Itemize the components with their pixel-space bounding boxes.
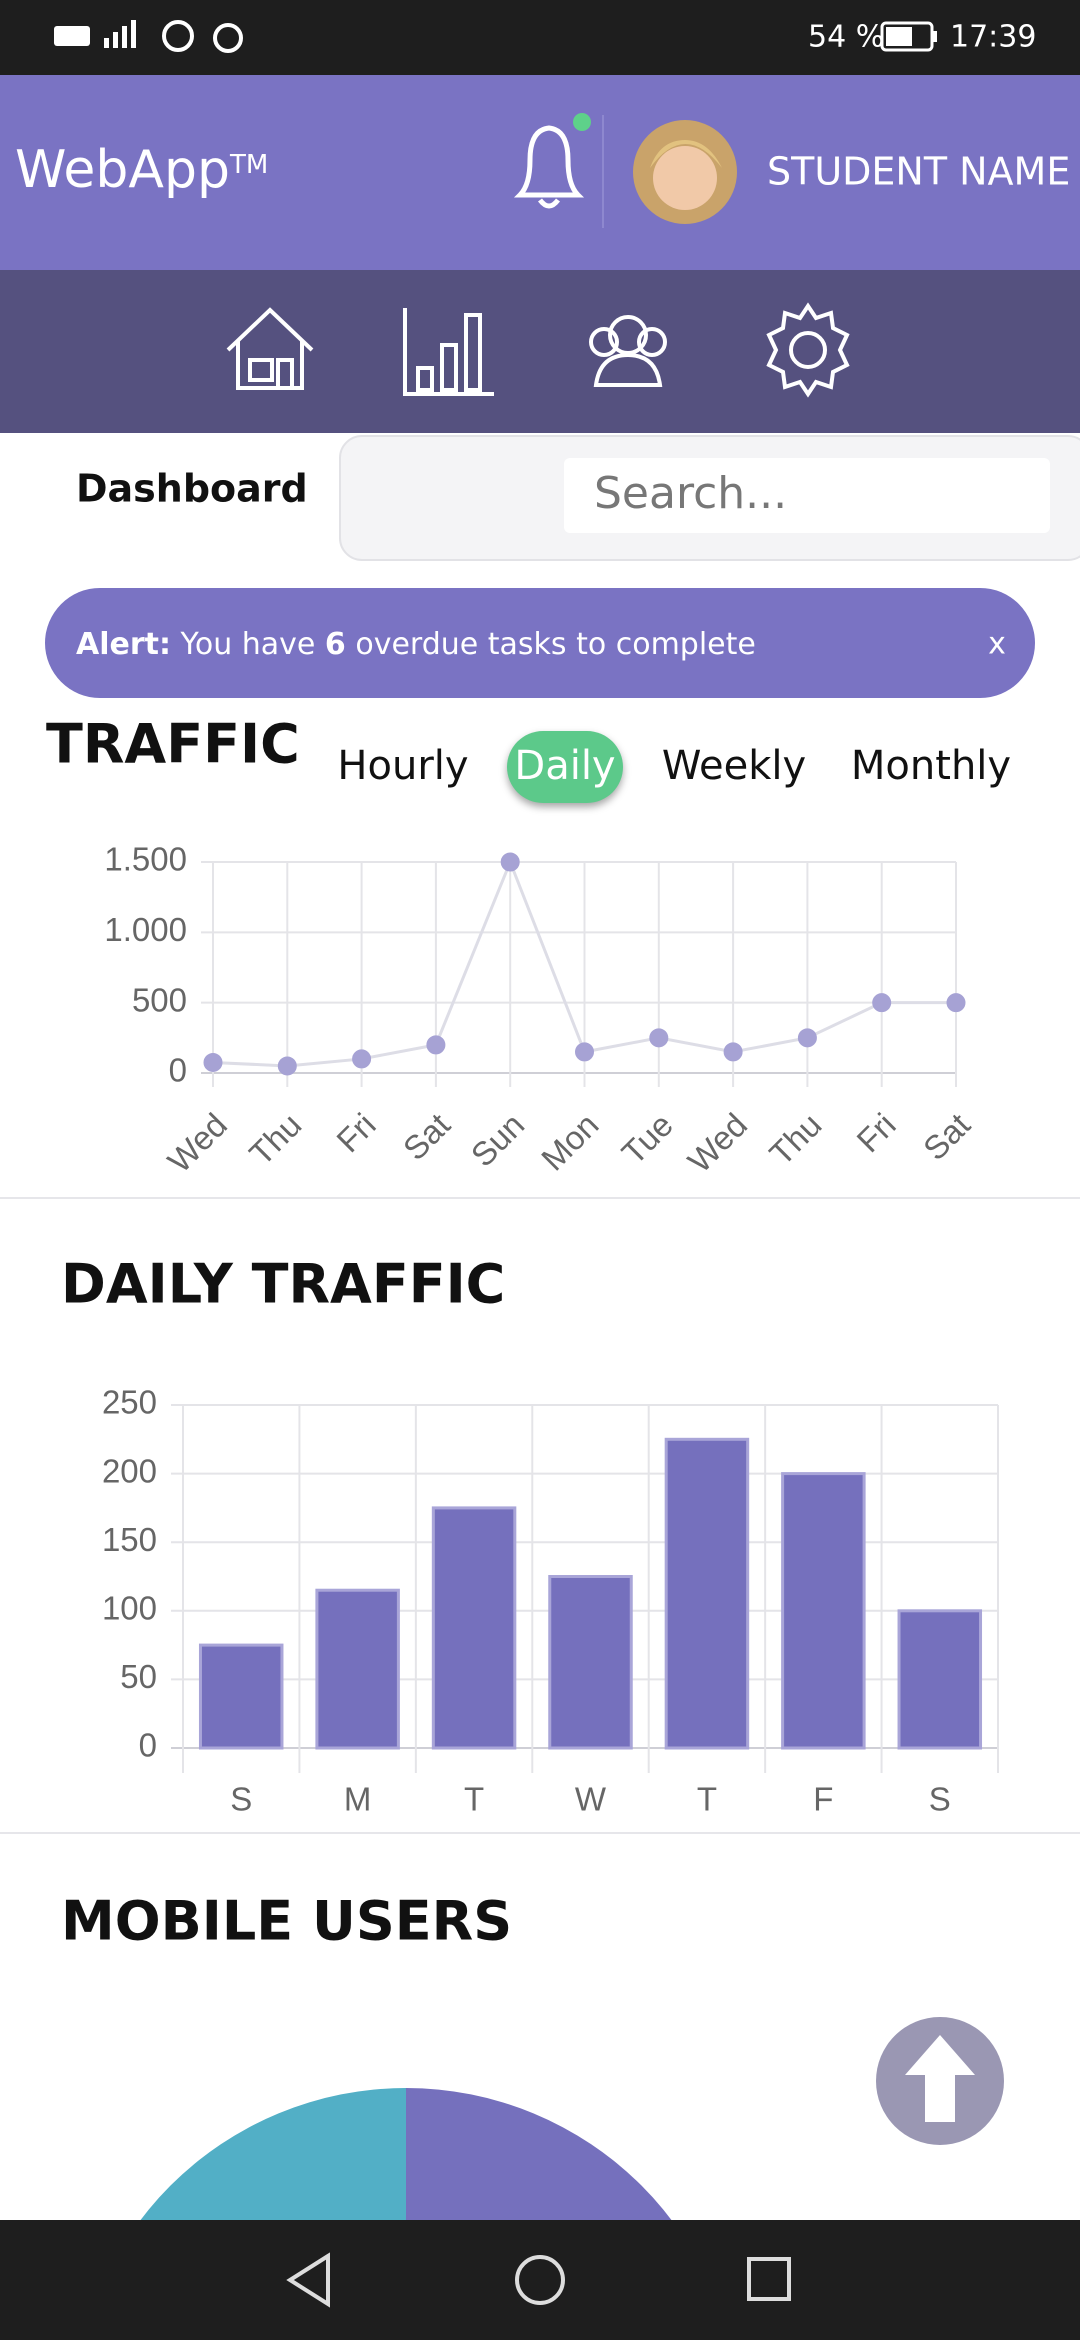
notification-dot [573, 113, 591, 131]
y-tick-label: 100 [102, 1590, 157, 1627]
page-title: Dashboard [76, 467, 308, 511]
home-button[interactable] [515, 2255, 565, 2305]
y-tick-label: 250 [102, 1384, 157, 1421]
y-tick-label: 150 [102, 1521, 157, 1558]
tab[interactable]: Monthly [851, 743, 1011, 789]
x-tick-label: Sat [396, 1106, 457, 1167]
x-tick-label: S [929, 1781, 951, 1818]
brand-name[interactable]: WebApp [15, 140, 230, 200]
tab-active-pill [507, 731, 623, 803]
point [575, 1042, 594, 1062]
point [500, 852, 520, 872]
settings-icon[interactable] [766, 302, 850, 398]
x-tick-label: S [230, 1781, 252, 1818]
y-tick-label: 1.000 [104, 911, 187, 948]
back-button[interactable] [286, 2252, 330, 2308]
status-icons [54, 20, 937, 53]
brand[interactable]: WebAppTM [15, 140, 268, 200]
x-tick-label: Thu [242, 1106, 308, 1172]
x-tick-label: F [813, 1781, 833, 1818]
y-tick-label: 1.500 [104, 841, 187, 878]
search-input[interactable] [564, 458, 1050, 533]
x-tick-label: Fri [849, 1106, 902, 1159]
alert [45, 588, 1035, 698]
section-title: MOBILE USERS [61, 1890, 512, 1953]
x-tick-label: Sat [916, 1106, 977, 1167]
alert-label: Alert: [76, 627, 171, 662]
x-tick-label: Thu [762, 1106, 828, 1172]
y-tick-label: 0 [139, 1727, 157, 1764]
point [872, 993, 892, 1013]
status-bar [0, 0, 1080, 75]
search-placeholder[interactable]: Search... [594, 468, 787, 519]
point [797, 1028, 817, 1048]
battery-text: 54 % [808, 20, 884, 55]
x-tick-label: M [344, 1781, 372, 1818]
bar [664, 1437, 750, 1750]
recents-button[interactable] [747, 2257, 791, 2301]
x-tick-label: T [464, 1781, 484, 1818]
point [426, 1035, 446, 1055]
x-tick-label: T [697, 1781, 717, 1818]
alert-text-after: overdue tasks to complete [346, 627, 756, 662]
system-nav [0, 2220, 1080, 2340]
clock: 17:39 [950, 20, 1036, 55]
y-tick-label: 200 [102, 1452, 157, 1489]
tab[interactable]: Hourly [337, 743, 468, 789]
point [277, 1056, 297, 1076]
scroll-top-button[interactable] [876, 2017, 1004, 2145]
x-tick-label: Sun [464, 1106, 532, 1174]
x-tick-label: Fri [329, 1106, 382, 1159]
bar [315, 1588, 400, 1750]
alert-text: Alert: You have 6 overdue tasks to compl… [76, 627, 756, 662]
x-tick-label: Tue [614, 1106, 680, 1172]
home-icon[interactable] [226, 307, 314, 390]
bar [781, 1472, 866, 1750]
alert-text-before: You have [171, 627, 325, 662]
point [203, 1052, 223, 1072]
users-icon[interactable] [589, 315, 667, 387]
stats-icon[interactable] [403, 308, 494, 396]
tab[interactable]: Weekly [662, 743, 806, 789]
y-tick-label: 500 [132, 981, 187, 1018]
point [352, 1049, 372, 1069]
header [0, 75, 1080, 270]
bell-icon[interactable] [513, 125, 585, 209]
alert-count: 6 [325, 627, 346, 662]
tab[interactable]: Daily [514, 743, 615, 789]
x-tick-label: Wed [160, 1106, 234, 1180]
nav-bar [0, 270, 1080, 433]
bar [198, 1643, 284, 1750]
x-tick-label: Mon [534, 1106, 606, 1178]
chart-title: TRAFFIC [46, 713, 300, 776]
bar [548, 1575, 633, 1750]
y-tick-label: 50 [120, 1658, 157, 1695]
point [649, 1028, 669, 1048]
bar [431, 1506, 517, 1750]
user-name[interactable]: STUDENT NAME [767, 150, 1070, 194]
brand-mark: TM [229, 150, 268, 180]
chart-title: DAILY TRAFFIC [61, 1253, 505, 1316]
y-tick-label: 0 [169, 1052, 187, 1089]
x-tick-label: W [575, 1781, 607, 1818]
avatar[interactable] [633, 120, 737, 224]
point [946, 993, 966, 1013]
x-tick-label: Wed [680, 1106, 754, 1180]
bar [897, 1609, 983, 1750]
alert-close[interactable]: x [988, 627, 1006, 662]
point [723, 1042, 743, 1062]
